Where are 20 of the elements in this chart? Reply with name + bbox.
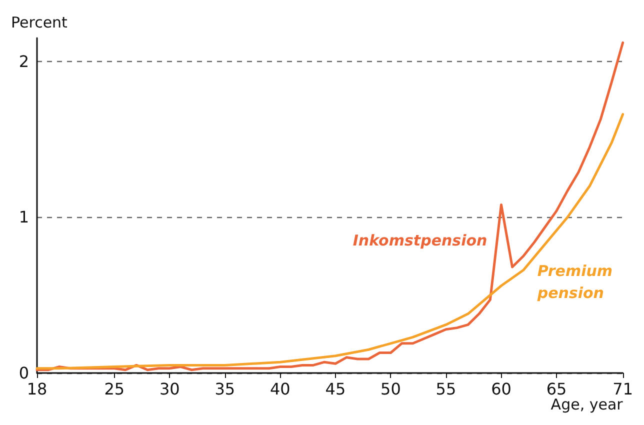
x-tick-label: 40: [270, 380, 290, 398]
y-tick-label: 1: [18, 208, 29, 227]
x-tick-label: 18: [26, 380, 48, 398]
x-tick-label: 71: [612, 380, 633, 398]
x-tick-label: 50: [380, 380, 401, 398]
line-series: [36, 41, 624, 372]
x-tick-label: 60: [491, 380, 512, 398]
series-label: Premium pension: [536, 262, 613, 302]
x-tick-label: 30: [159, 380, 180, 398]
x-tick-label: 35: [214, 380, 236, 398]
line-series: [36, 113, 624, 370]
x-tick-label: 25: [104, 380, 125, 398]
x-axis-title: Age, year: [550, 396, 624, 414]
series-label: Inkomstpension: [352, 232, 488, 250]
y-tick-label: 0: [18, 364, 29, 382]
x-tick-label: 55: [436, 380, 456, 398]
x-tick-label: 65: [546, 380, 567, 398]
x-tick-label: 45: [325, 380, 346, 398]
y-tick-label: 2: [18, 52, 29, 71]
y-axis-title: Percent: [11, 14, 68, 32]
